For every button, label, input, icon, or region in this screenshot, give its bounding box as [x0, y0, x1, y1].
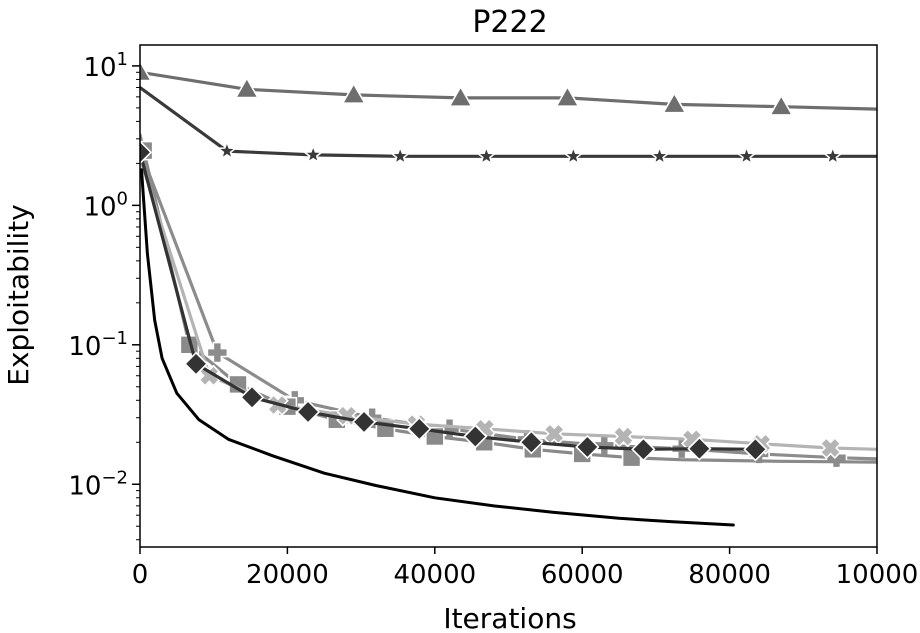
y-tick-label-2: 10−1: [68, 328, 128, 362]
star-marker-4: [562, 144, 585, 166]
triangle-marker-2: [341, 82, 367, 104]
x-tick-label-1: 20000: [246, 560, 329, 590]
diamond-marker-11: [743, 437, 768, 462]
diamond-marker-8: [575, 434, 600, 460]
diamond-marker-4: [351, 409, 377, 435]
diamond-marker-5: [407, 416, 432, 441]
diamond-marker-1: [183, 351, 209, 376]
diamond-marker-2: [239, 385, 265, 410]
triangle-marker-4: [555, 85, 580, 107]
diamond-marker-0: [140, 140, 153, 165]
x-tick-label-2: 40000: [393, 560, 476, 590]
y-tick-label-0: 101: [83, 49, 128, 83]
series-line-1: [140, 85, 877, 158]
chart-title: P222: [472, 5, 547, 40]
series-diamond: [140, 140, 768, 462]
diamond-marker-7: [519, 430, 544, 455]
plot-frame: [139, 44, 878, 548]
series-line-3: [140, 133, 877, 464]
triangle-marker-3: [448, 85, 473, 107]
series-line-2: [140, 148, 877, 461]
x-tick-label-5: 10000: [836, 560, 919, 590]
series-square: [140, 133, 877, 468]
star-marker-5: [648, 144, 671, 166]
series-triangle: [140, 59, 877, 116]
plus-marker-0: [206, 341, 229, 364]
x-marker-9: [819, 436, 842, 460]
y-tick-label-3: 10−2: [68, 467, 128, 501]
y-axis-label: Exploitability: [2, 204, 35, 386]
series-line-6: [140, 168, 735, 527]
axes-layer: 0 20000 40000 60000 80000 10000 101 100 10−1 10−2: [68, 44, 919, 590]
triangle-marker-5: [661, 91, 687, 114]
star-marker-0: [216, 139, 238, 161]
series-plus: [140, 148, 877, 469]
series-x: [140, 156, 877, 460]
triangle-marker-1: [234, 76, 260, 99]
series-layer: [140, 59, 877, 527]
triangle-marker-0: [140, 59, 153, 82]
series-star: [140, 85, 877, 166]
star-marker-1: [302, 143, 324, 165]
x-tick-label-0: 0: [132, 560, 149, 590]
diamond-marker-9: [631, 437, 656, 462]
y-tick-label-1: 100: [83, 188, 128, 222]
x-tick-label-4: 80000: [688, 560, 771, 590]
star-marker-3: [475, 144, 498, 166]
x-axis-label: Iterations: [443, 602, 576, 633]
diamond-marker-3: [295, 399, 321, 425]
diamond-marker-6: [463, 424, 488, 449]
plot-area: [140, 59, 877, 527]
diamond-marker-10: [687, 436, 712, 461]
series-line-5: [140, 150, 757, 451]
series-baseline: [140, 168, 735, 527]
x-tick-label-3: 60000: [541, 560, 624, 590]
triangle-marker-6: [768, 94, 794, 116]
x-marker-6: [612, 425, 635, 448]
star-marker-6: [735, 144, 758, 166]
series-line-0: [140, 70, 877, 111]
star-marker-7: [822, 144, 844, 166]
star-marker-2: [389, 144, 411, 166]
